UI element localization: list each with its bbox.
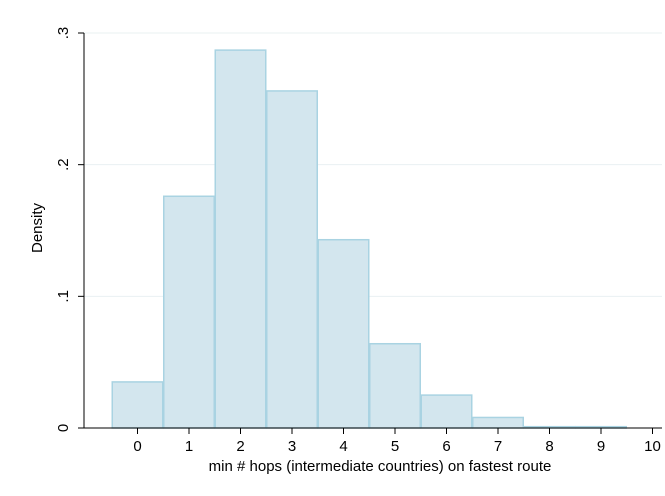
- histogram-bar: [111, 381, 164, 429]
- histogram-bar: [420, 394, 473, 429]
- x-tick-label: 6: [442, 438, 450, 455]
- histogram-bar: [266, 90, 318, 429]
- y-tick-label: .2: [55, 158, 72, 171]
- histogram-bar: [369, 342, 421, 429]
- tick-labels: 0 1 2 3 4 5 6 7 8 9 10 0 .1 .2 .3: [55, 27, 661, 455]
- y-tick-label: .1: [55, 290, 72, 303]
- x-tick-label: 5: [391, 438, 399, 455]
- histogram-bar: [472, 416, 524, 429]
- x-tick-label: 2: [236, 438, 244, 455]
- y-axis-title: Density: [29, 202, 46, 253]
- x-tick-label: 9: [597, 438, 605, 455]
- histogram-bar: [163, 195, 215, 429]
- x-tick-label: 4: [339, 438, 347, 455]
- histogram-bar: [317, 238, 370, 429]
- x-axis-title: min # hops (intermediate countries) on f…: [209, 458, 552, 475]
- x-tick-label: 10: [644, 438, 661, 455]
- x-tick-label: 1: [185, 438, 193, 455]
- histogram-bars: [111, 49, 627, 429]
- x-tick-label: 8: [545, 438, 553, 455]
- axes: [78, 32, 662, 434]
- y-tick-label: .3: [55, 27, 72, 40]
- x-tick-label: 7: [494, 438, 502, 455]
- x-tick-label: 3: [288, 438, 296, 455]
- y-tick-label: 0: [55, 424, 72, 432]
- histogram-bar: [214, 49, 267, 429]
- x-tick-label: 0: [133, 438, 141, 455]
